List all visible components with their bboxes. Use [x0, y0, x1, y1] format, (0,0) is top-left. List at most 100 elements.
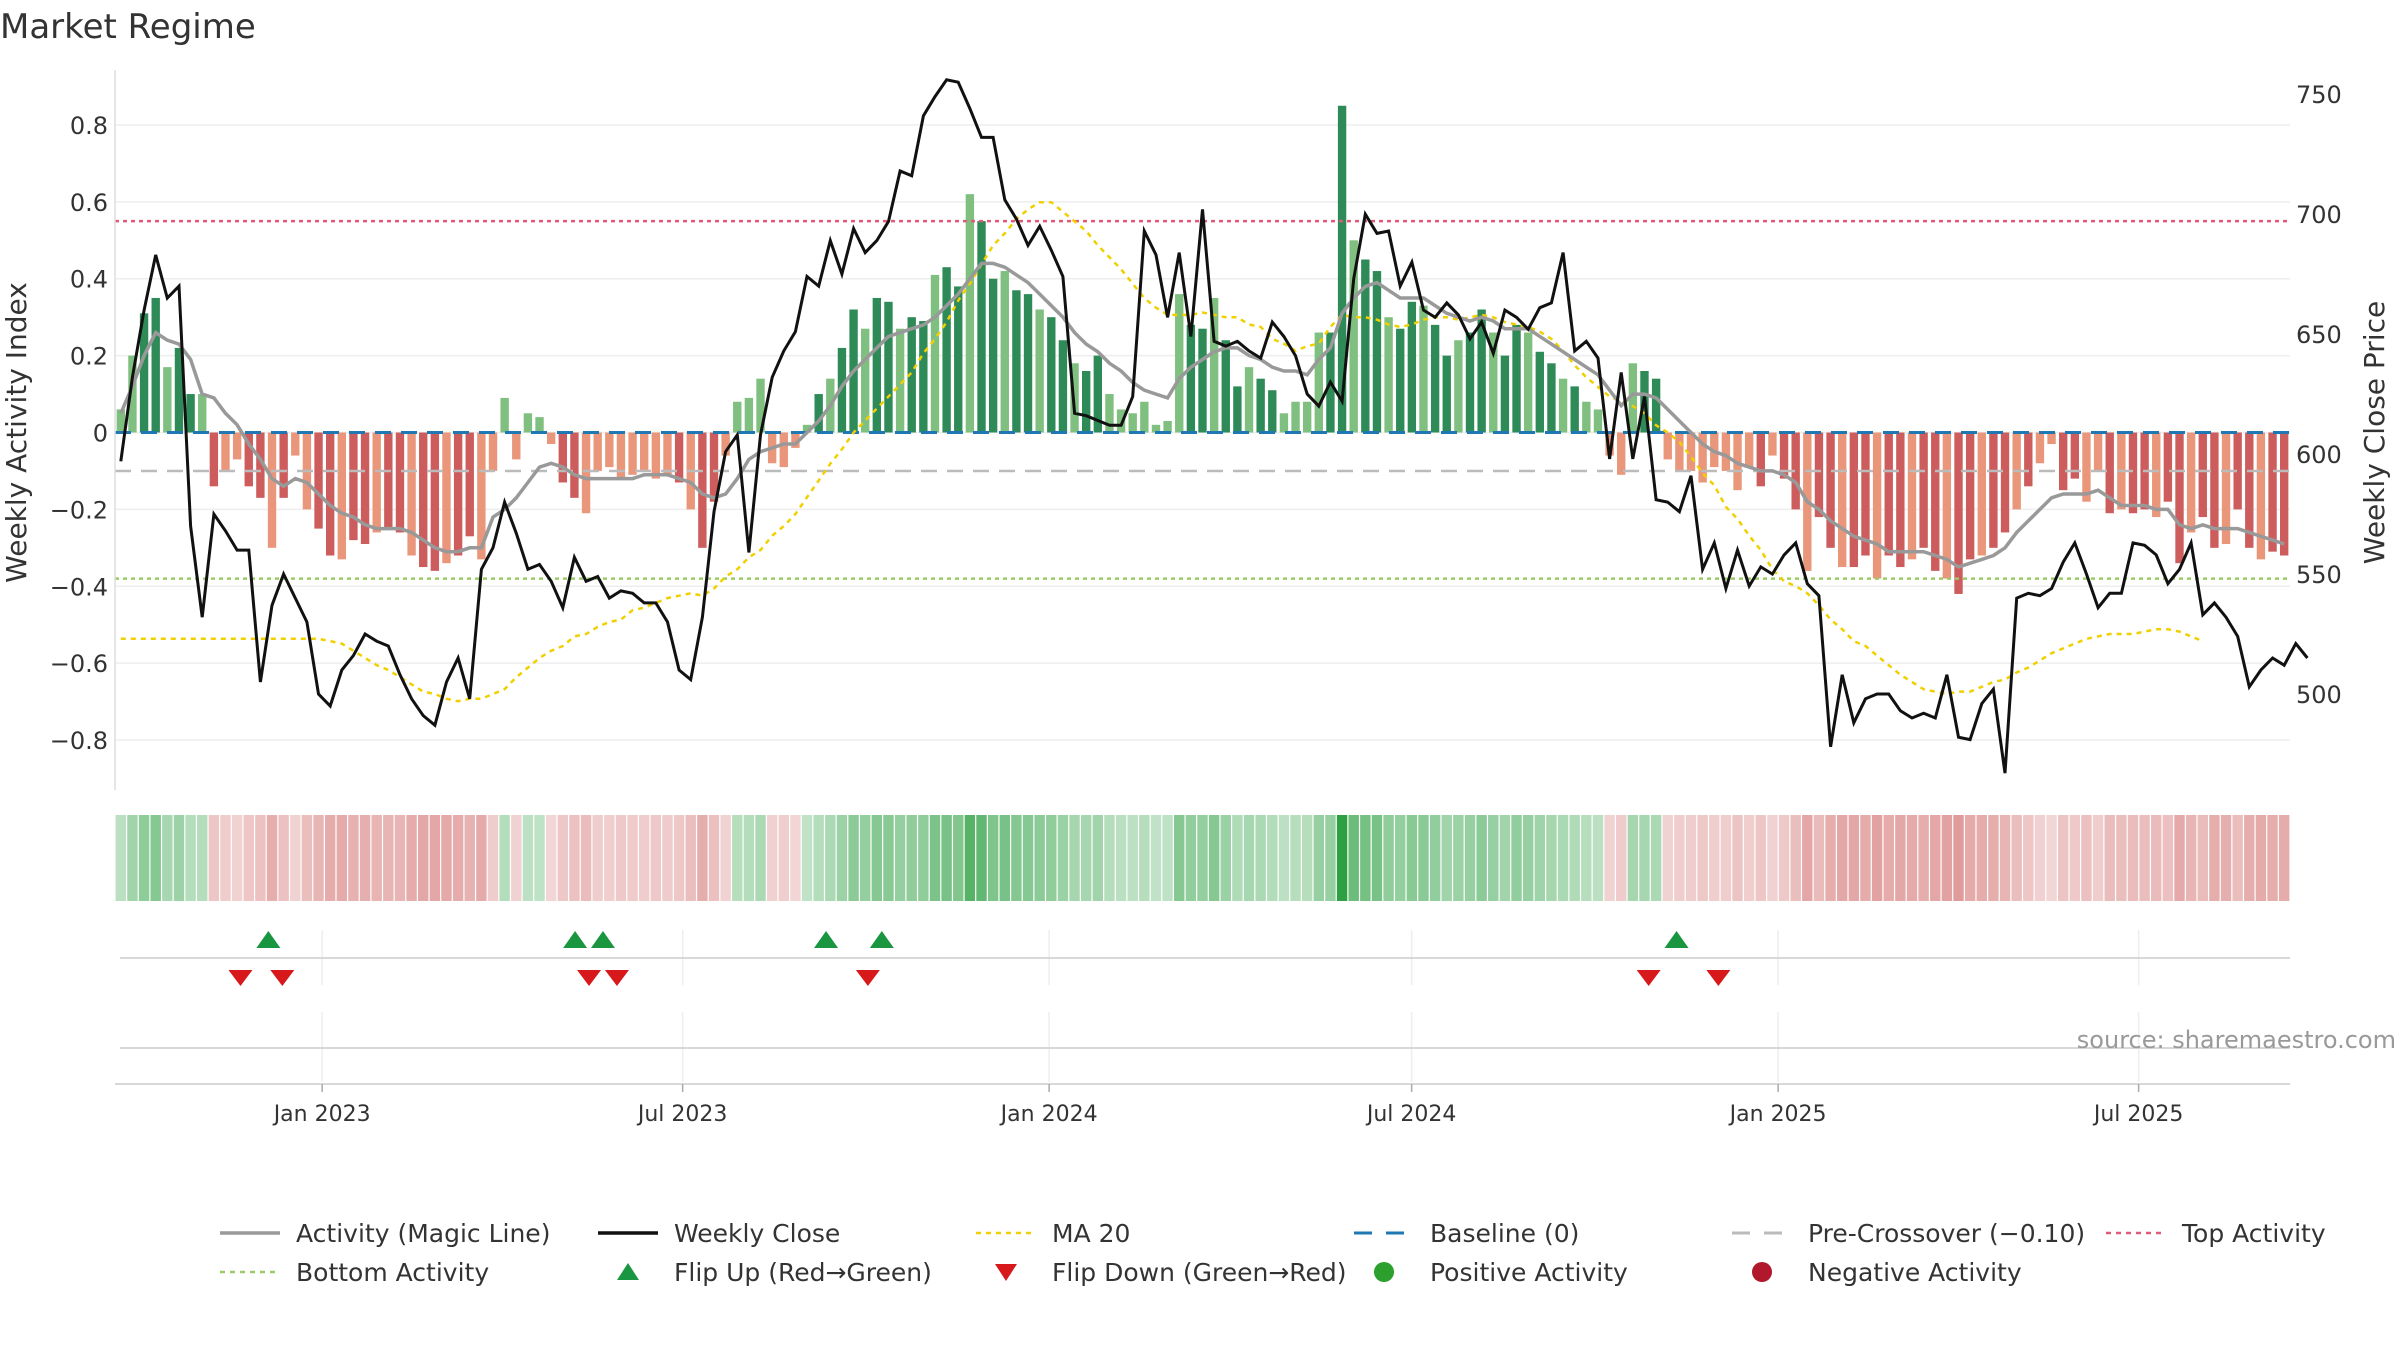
activity-bar — [1744, 432, 1754, 468]
activity-bar — [419, 432, 428, 568]
strip-cell — [1371, 815, 1383, 901]
strip-cell — [545, 815, 557, 901]
activity-bar — [884, 301, 893, 433]
legend: Activity (Magic Line) Weekly Close MA 20 Ba… — [220, 1219, 2326, 1287]
strip-cell — [1092, 815, 1104, 901]
activity-bar — [2152, 432, 2161, 518]
activity-bar — [209, 432, 219, 487]
activity-bar — [384, 432, 393, 529]
strip-cell — [2127, 815, 2139, 901]
strip-cell — [580, 815, 592, 901]
activity-bar — [1279, 413, 1289, 433]
activity-bar — [349, 432, 358, 541]
strip-cell — [1488, 815, 1499, 901]
activity-bar — [1838, 432, 1847, 568]
strip-cell — [2185, 815, 2197, 901]
strip-cell — [1697, 815, 1708, 901]
y-left-tick-label: 0.8 — [70, 112, 108, 140]
activity-bar — [1023, 294, 1033, 433]
activity-bar — [733, 401, 742, 433]
activity-bar — [1593, 409, 1603, 433]
strip-cell — [2244, 815, 2255, 901]
activity-bar — [558, 432, 567, 483]
strip-cell — [1499, 815, 1511, 901]
strip-cell — [173, 815, 185, 901]
activity-bar — [605, 432, 614, 468]
strip-cell — [929, 815, 941, 901]
activity-bar — [1931, 432, 1940, 571]
activity-bar — [1361, 259, 1370, 433]
strip-cell — [1022, 815, 1034, 901]
legend-item-neg_dot: Negative Activity — [1752, 1258, 2022, 1287]
activity-bar — [1675, 432, 1684, 471]
activity-bar — [895, 328, 905, 433]
strip-cell — [1778, 815, 1790, 901]
strip-cell — [197, 815, 208, 901]
legend-swatch — [1374, 1262, 1394, 1282]
legend-item-baseline: Baseline (0) — [1354, 1219, 1579, 1248]
activity-bar — [2268, 432, 2277, 552]
strip-cell — [2116, 815, 2127, 901]
magic-line — [119, 261, 2285, 569]
strip-cell — [2069, 815, 2081, 901]
strip-cell — [266, 815, 278, 901]
strip-cell — [278, 815, 289, 901]
activity-bar — [2082, 432, 2091, 502]
strip-cell — [243, 815, 254, 901]
strip-cell — [383, 815, 394, 901]
flip-down-marker — [855, 970, 880, 986]
legend-swatch — [1752, 1262, 1772, 1282]
activity-bar — [1663, 432, 1672, 460]
flip-up-marker — [590, 931, 615, 948]
strip-cell — [1267, 815, 1278, 901]
strip-cell — [1627, 815, 1639, 901]
activity-bar — [163, 367, 172, 433]
activity-bar — [221, 432, 230, 471]
strip-cell — [127, 815, 138, 901]
activity-bar — [1849, 432, 1859, 568]
activity-bar — [244, 432, 253, 487]
strip-cell — [1185, 815, 1197, 901]
strip-cell — [2151, 815, 2162, 901]
activity-bar — [1977, 432, 1986, 556]
strip-cell — [406, 815, 417, 901]
strip-cell — [1906, 815, 1918, 901]
flip-up-marker — [814, 931, 839, 948]
strip-cell — [1941, 815, 1953, 901]
strip-cell — [324, 815, 336, 901]
activity-bar — [1268, 390, 1277, 433]
activity-bar — [1768, 432, 1777, 456]
source-credit: source: sharemaestro.com — [2077, 1026, 2396, 1054]
flip-up-marker — [563, 931, 588, 948]
strip-cell — [487, 815, 499, 901]
ma20-line — [120, 200, 2204, 703]
activity-bar — [1384, 317, 1393, 433]
activity-bars — [116, 105, 2289, 594]
strip-cell — [1290, 815, 1301, 901]
strip-cell — [1464, 815, 1476, 901]
activity-bar — [651, 432, 661, 479]
strip-cell — [650, 815, 662, 901]
strip-cell — [1511, 815, 1522, 901]
strip-cell — [534, 815, 545, 901]
activity-bar — [1000, 271, 1009, 433]
strip-cell — [708, 815, 720, 901]
strip-cell — [371, 815, 382, 901]
y-left-tick-label: −0.4 — [50, 573, 108, 601]
activity-bar — [546, 432, 556, 445]
strip-cell — [743, 815, 755, 901]
activity-bar — [616, 432, 626, 479]
activity-bar — [954, 286, 963, 433]
strip-cell — [894, 815, 906, 901]
activity-bar — [1198, 328, 1207, 433]
strip-cell — [1976, 815, 1987, 901]
strip-cell — [1918, 815, 1929, 901]
strip-cell — [499, 815, 510, 901]
strip-cell — [1278, 815, 1290, 901]
bottom-panel — [120, 1012, 2290, 1082]
activity-bar — [2256, 432, 2266, 560]
strip-cell — [1325, 815, 1336, 901]
strip-cell — [2092, 815, 2104, 901]
activity-bar — [1558, 378, 1568, 433]
legend-label: Flip Down (Green→Red) — [1052, 1258, 1347, 1287]
